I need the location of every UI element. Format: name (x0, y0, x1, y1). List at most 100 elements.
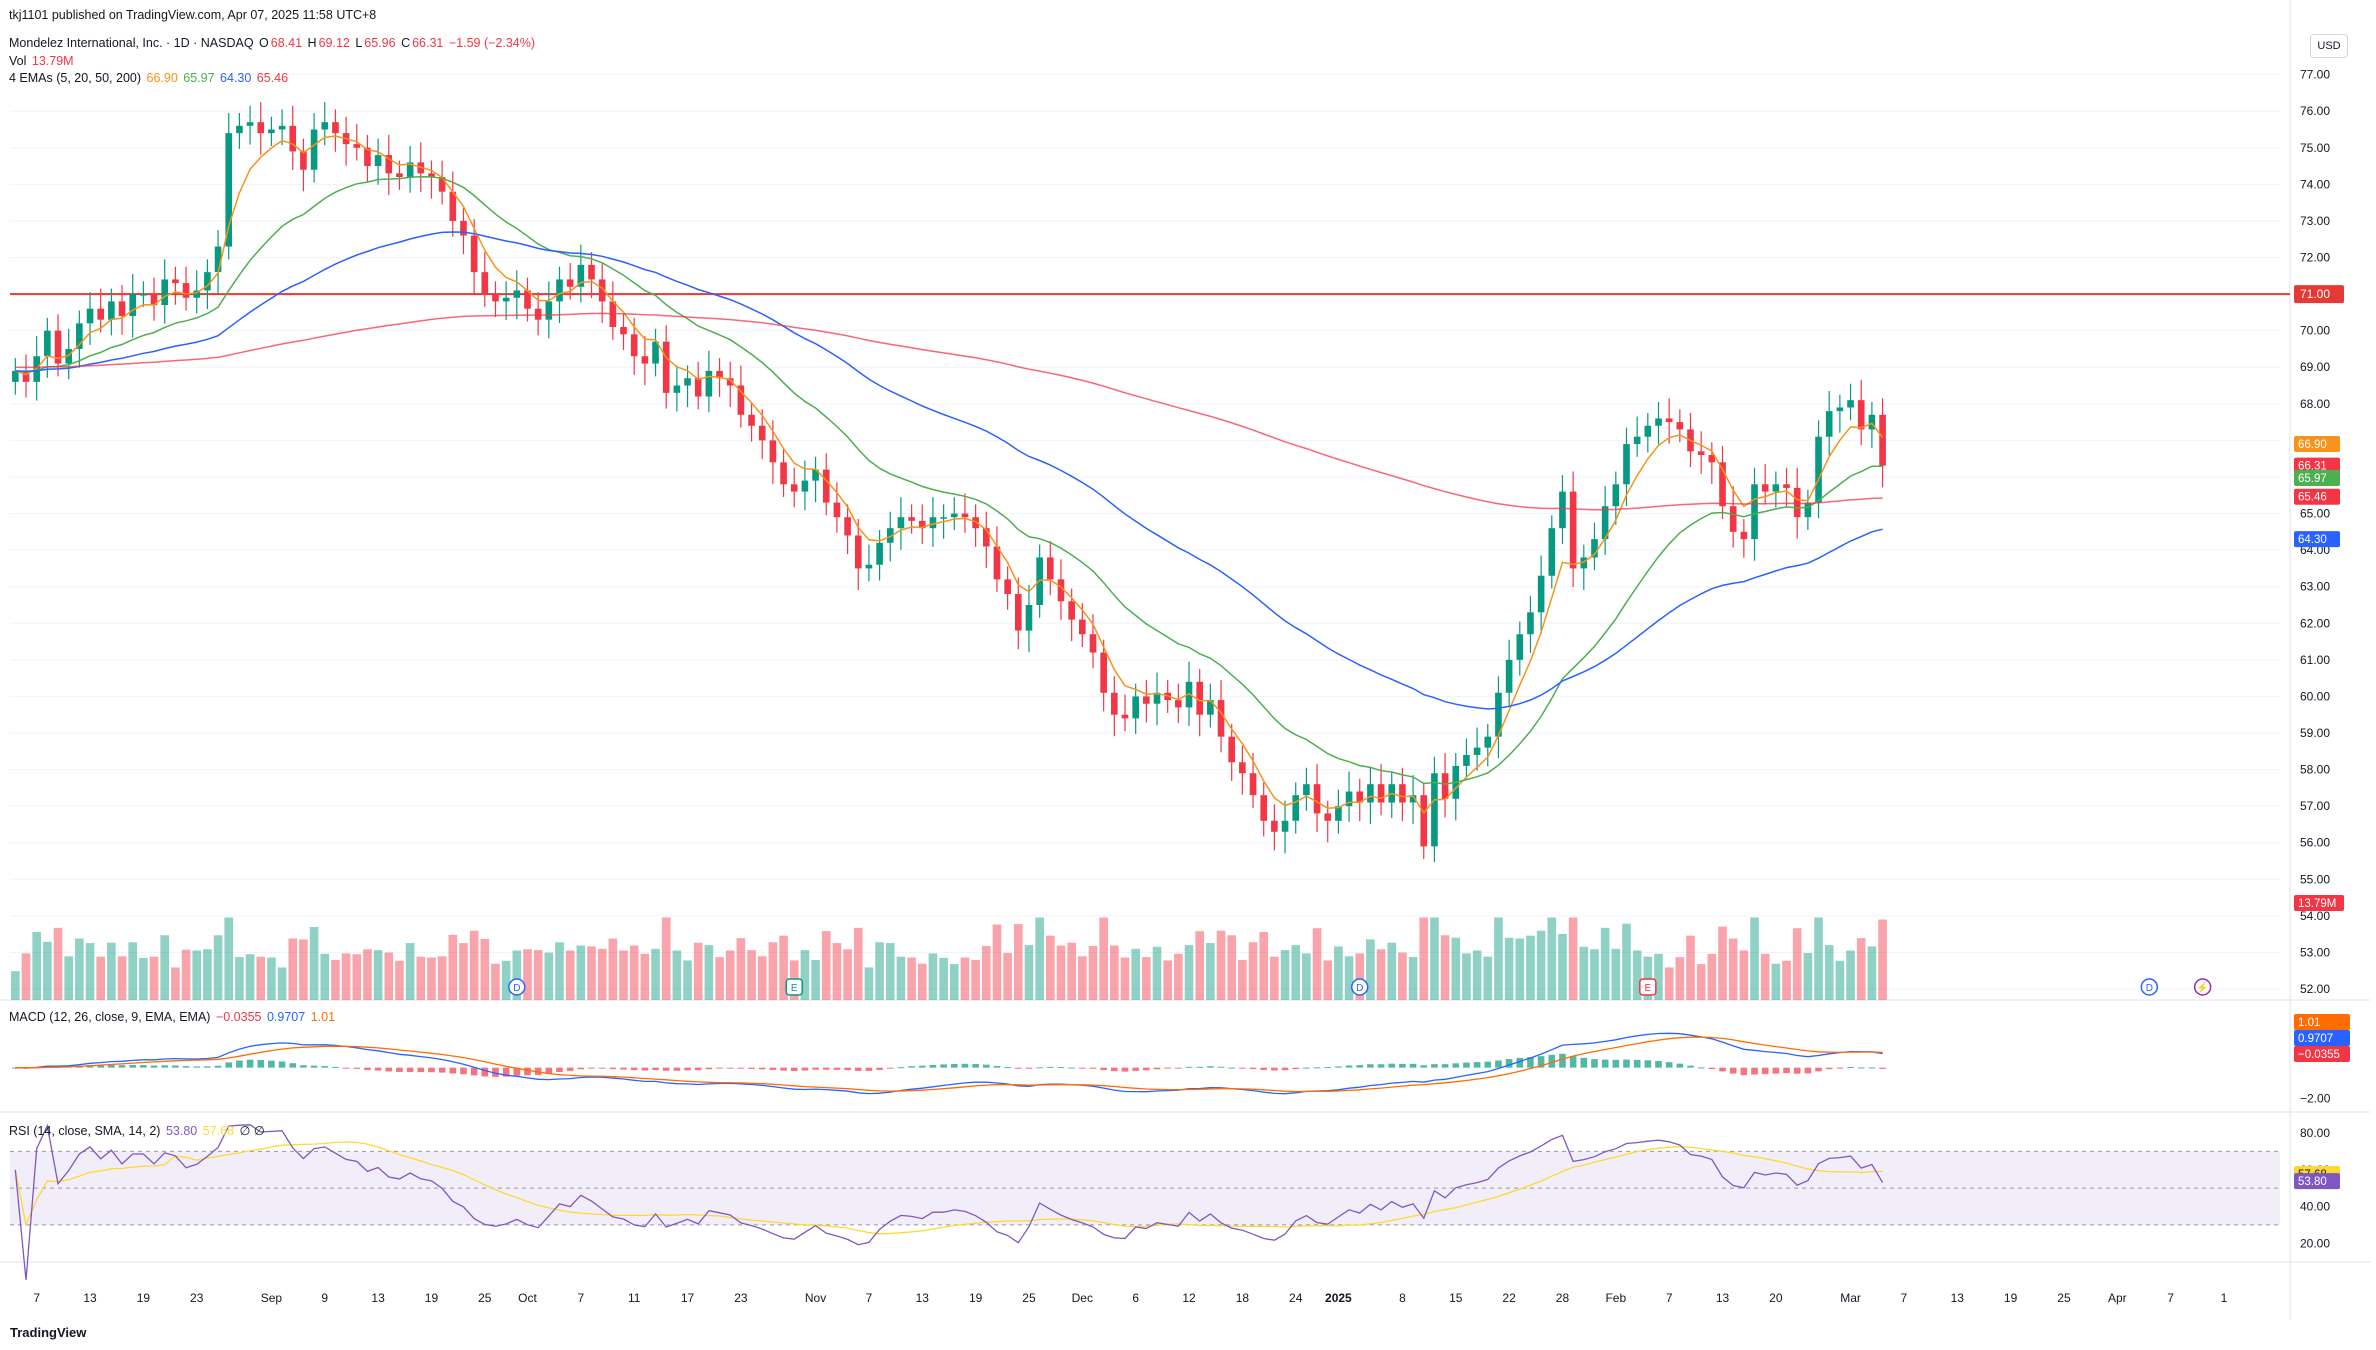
candle-body (385, 155, 393, 174)
event-marker-label: E (791, 983, 798, 994)
macd-histogram-bar (1815, 1067, 1822, 1072)
volume-bar (864, 967, 874, 1000)
macd-histogram-bar (236, 1060, 243, 1068)
candle-body (1014, 594, 1022, 631)
time-tick-label: 7 (577, 1291, 584, 1305)
volume-bar (1387, 942, 1397, 1000)
volume-label: Vol (9, 54, 27, 68)
volume-bar (853, 927, 863, 1000)
volume-bar (715, 957, 724, 1000)
macd-histogram-bar (748, 1067, 755, 1069)
macd-histogram-bar (289, 1063, 297, 1068)
candle-body (86, 308, 94, 324)
macd-line-value: 0.9707 (266, 1010, 306, 1024)
candle-body (1100, 652, 1107, 693)
candle-body (1825, 411, 1833, 437)
volume-bar (693, 942, 703, 1000)
price-tick-label: 73.00 (2300, 214, 2330, 228)
macd-histogram-bar (812, 1067, 819, 1070)
candle-body (844, 517, 851, 536)
macd-histogram-bar (1025, 1067, 1033, 1069)
volume-bar (1195, 931, 1204, 1000)
macd-histogram-bar (1292, 1067, 1300, 1069)
macd-histogram-bar (534, 1067, 542, 1075)
macd-histogram-bar (1676, 1063, 1684, 1068)
macd-histogram-bar (460, 1067, 467, 1075)
macd-histogram-bar (876, 1067, 883, 1070)
candle-body (97, 308, 105, 320)
low-label: L (355, 36, 363, 50)
candle-body (22, 370, 30, 382)
candle-body (662, 341, 670, 393)
time-tick-label: 8 (1399, 1291, 1406, 1305)
currency-button[interactable]: USD (2310, 34, 2348, 58)
candle-body (129, 294, 137, 317)
volume-bar (1152, 946, 1162, 1000)
candle-body (1047, 557, 1054, 580)
volume-bar (96, 956, 106, 1000)
volume-bar (1750, 917, 1759, 1000)
candle-body (214, 246, 222, 273)
macd-histogram-bar (972, 1064, 979, 1068)
candle-body (1537, 575, 1545, 613)
volume-bar (1846, 950, 1855, 1000)
time-axis[interactable]: 7 13 19 23 Sep 9 13 19 25 Oct 7 11 17 23 Nov 7 13 19 25 Dec… (33, 1291, 2227, 1305)
volume-bar (757, 956, 767, 1000)
volume-bar (1600, 927, 1610, 1000)
candle-body (257, 122, 265, 134)
volume-bar (1270, 956, 1279, 1000)
candle-body (1527, 612, 1534, 635)
macd-histogram-bar (310, 1065, 318, 1068)
price-candles (12, 102, 1886, 863)
volume-bar (907, 957, 916, 1000)
volume-bar (395, 960, 404, 1000)
candle-body (1324, 813, 1332, 821)
volume-bar (1632, 950, 1642, 1000)
volume-bar (405, 943, 415, 1000)
volume-bar (299, 939, 308, 1000)
macd-histogram-bar (161, 1065, 169, 1068)
event-markers[interactable]: D E D E D ⚡ (508, 978, 2212, 996)
macd-histogram-bar (1751, 1067, 1758, 1075)
candle-body (1079, 619, 1086, 635)
time-tick-label: 19 (969, 1291, 983, 1305)
macd-histogram-bar (1633, 1059, 1641, 1068)
macd-histogram-bar (716, 1067, 723, 1069)
candle-body (1207, 700, 1214, 715)
macd-histogram-bar (1559, 1053, 1566, 1068)
candle-body (12, 370, 19, 382)
volume-bar (619, 950, 628, 1000)
volume-bar (587, 946, 596, 1000)
macd-histogram-bar (524, 1067, 531, 1076)
macd-histogram-bar (385, 1067, 393, 1072)
time-tick-label: 19 (137, 1291, 151, 1305)
candle-body (1676, 422, 1684, 430)
candle-body (1868, 414, 1876, 430)
candle-body (822, 469, 830, 503)
macd-histogram-bar (1516, 1057, 1524, 1068)
volume-bar (1088, 945, 1098, 1000)
volume-bar (597, 948, 607, 1000)
volume-bar (1654, 953, 1663, 1000)
macd-histogram-bar (225, 1062, 233, 1068)
macd-histogram-bar (1452, 1063, 1460, 1068)
candle-body (1847, 400, 1854, 408)
price-axis[interactable]: 77.00 76.00 75.00 74.00 73.00 72.00 71.00 70.00… (2294, 68, 2344, 996)
candle-body (726, 378, 734, 386)
volume-bar (1323, 960, 1333, 1000)
macd-histogram-bar (769, 1067, 777, 1070)
candle-body (652, 341, 659, 364)
price-tick-label: 54.00 (2300, 909, 2330, 923)
macd-histogram-bar (1473, 1062, 1481, 1068)
candle-body (310, 129, 318, 170)
candle-body (65, 348, 72, 364)
volume-bar (1142, 957, 1151, 1000)
macd-histogram-bar (246, 1059, 254, 1068)
time-tick-label: 22 (1502, 1291, 1516, 1305)
macd-histogram-bar (1655, 1061, 1662, 1068)
high-value: 69.12 (318, 36, 350, 50)
candle-body (769, 440, 777, 463)
volume-bar (43, 941, 52, 1000)
event-marker-label: E (1644, 983, 1651, 994)
